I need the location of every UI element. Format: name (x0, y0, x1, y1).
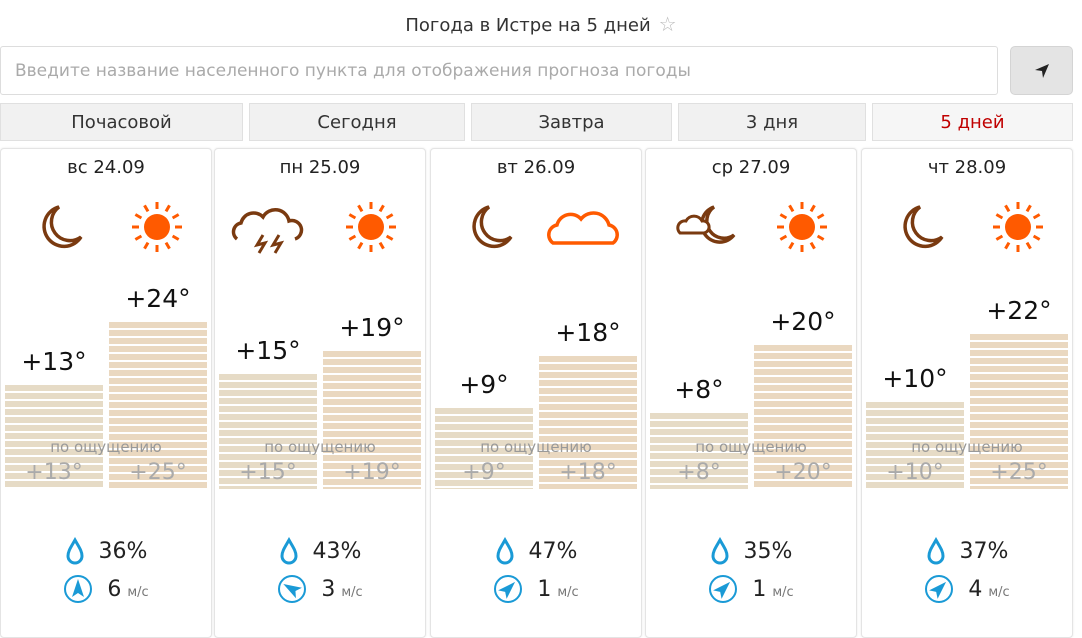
drop-icon (66, 537, 84, 565)
night-feels-like: +15° (239, 460, 297, 485)
day-feels-like: +19° (343, 460, 401, 485)
day-card: вс 24.09 +13° +24° по ощущению +13° +25°… (0, 148, 212, 638)
wind: 1 м/с (646, 574, 856, 604)
day-feels-like: +18° (559, 460, 617, 485)
night-feels-like: +10° (886, 460, 944, 485)
day-feels-like: +25° (129, 460, 187, 485)
day-temp: +24° (125, 284, 191, 314)
thunderstorm-icon (229, 199, 309, 255)
wind: 4 м/с (862, 574, 1072, 604)
feels-like-label: по ощущению (695, 438, 807, 456)
night-feels-like: +13° (25, 460, 83, 485)
feels-like-label: по ощущению (480, 438, 592, 456)
day-temp: +18° (555, 318, 621, 348)
day-card: чт 28.09 +10° +22° по ощущению +10° +25°… (861, 148, 1073, 638)
tab-2[interactable]: Завтра (471, 103, 672, 141)
feels-like-label: по ощущению (264, 438, 376, 456)
page-title: Погода в Истре на 5 дней ☆ (405, 12, 677, 36)
day-temp: +19° (339, 312, 405, 342)
drop-icon (496, 537, 514, 565)
day-card: ср 27.09 +8° +20° по ощущению +8° +20° 3… (645, 148, 857, 638)
night-temp-bar (5, 384, 103, 489)
feels-like-label: по ощущению (50, 438, 162, 456)
day-date: вс 24.09 (67, 157, 145, 178)
night-temp: +8° (674, 375, 724, 405)
tab-4[interactable]: 5 дней (872, 103, 1073, 141)
night-temp-bar (866, 402, 964, 489)
wind-direction-icon (925, 575, 954, 603)
night-temp: +10° (882, 364, 948, 393)
day-card: вт 26.09 +9° +18° по ощущению +9° +18° 4… (430, 148, 642, 638)
humidity: 36% (1, 537, 211, 565)
day-temp-bar (539, 356, 637, 489)
wind-direction-icon (709, 575, 738, 603)
location-arrow-icon (1034, 63, 1049, 78)
sun-icon (988, 199, 1048, 255)
location-search-input[interactable] (0, 46, 998, 95)
moon-icon (29, 199, 89, 255)
day-date: вт 26.09 (496, 157, 576, 178)
wind: 6 м/с (1, 574, 211, 604)
day-date: ср 27.09 (711, 157, 791, 178)
day-card: пн 25.09 +15° +19° по ощущению +15° +19°… (214, 148, 426, 638)
drop-icon (711, 537, 729, 565)
humidity: 43% (215, 537, 425, 565)
night-feels-like: +8° (677, 460, 721, 485)
night-temp-bar (650, 413, 748, 489)
drop-icon (280, 537, 298, 565)
day-temp-bar (754, 345, 852, 489)
night-feels-like: +9° (462, 460, 506, 485)
sun-icon (772, 199, 832, 255)
humidity: 47% (431, 537, 641, 565)
wind: 1 м/с (431, 574, 641, 604)
night-temp: +9° (459, 369, 509, 399)
day-temp-bar (970, 333, 1068, 489)
wind-direction-icon (64, 575, 93, 603)
humidity: 35% (646, 537, 856, 565)
feels-like-label: по ощущению (911, 438, 1023, 456)
day-temp-bar (109, 322, 207, 489)
day-temp-bar (323, 350, 421, 489)
favorite-star-icon[interactable]: ☆ (658, 12, 677, 36)
day-feels-like: +25° (990, 460, 1048, 485)
drop-icon (927, 537, 945, 565)
sun-icon (127, 199, 187, 255)
wind-direction-icon (278, 575, 307, 603)
day-feels-like: +20° (774, 460, 832, 485)
day-temp: +20° (770, 307, 836, 336)
tab-3[interactable]: 3 дня (678, 103, 866, 141)
night-temp-bar (219, 373, 317, 489)
sun-icon (341, 199, 401, 255)
moon-icon (890, 199, 950, 255)
cloud-icon (543, 199, 619, 255)
geolocation-button[interactable] (1010, 46, 1073, 95)
night-temp-bar (435, 407, 533, 489)
day-date: чт 28.09 (927, 157, 1007, 178)
day-date: пн 25.09 (279, 157, 361, 178)
night-temp: +13° (21, 346, 87, 376)
moon-cloud-icon (674, 199, 736, 255)
tab-1[interactable]: Сегодня (249, 103, 465, 141)
humidity: 37% (862, 537, 1072, 565)
day-temp: +22° (986, 295, 1052, 325)
wind-direction-icon (494, 575, 523, 603)
wind: 3 м/с (215, 574, 425, 604)
night-temp: +15° (235, 335, 301, 365)
moon-icon (459, 199, 519, 255)
tab-0[interactable]: Почасовой (0, 103, 243, 141)
